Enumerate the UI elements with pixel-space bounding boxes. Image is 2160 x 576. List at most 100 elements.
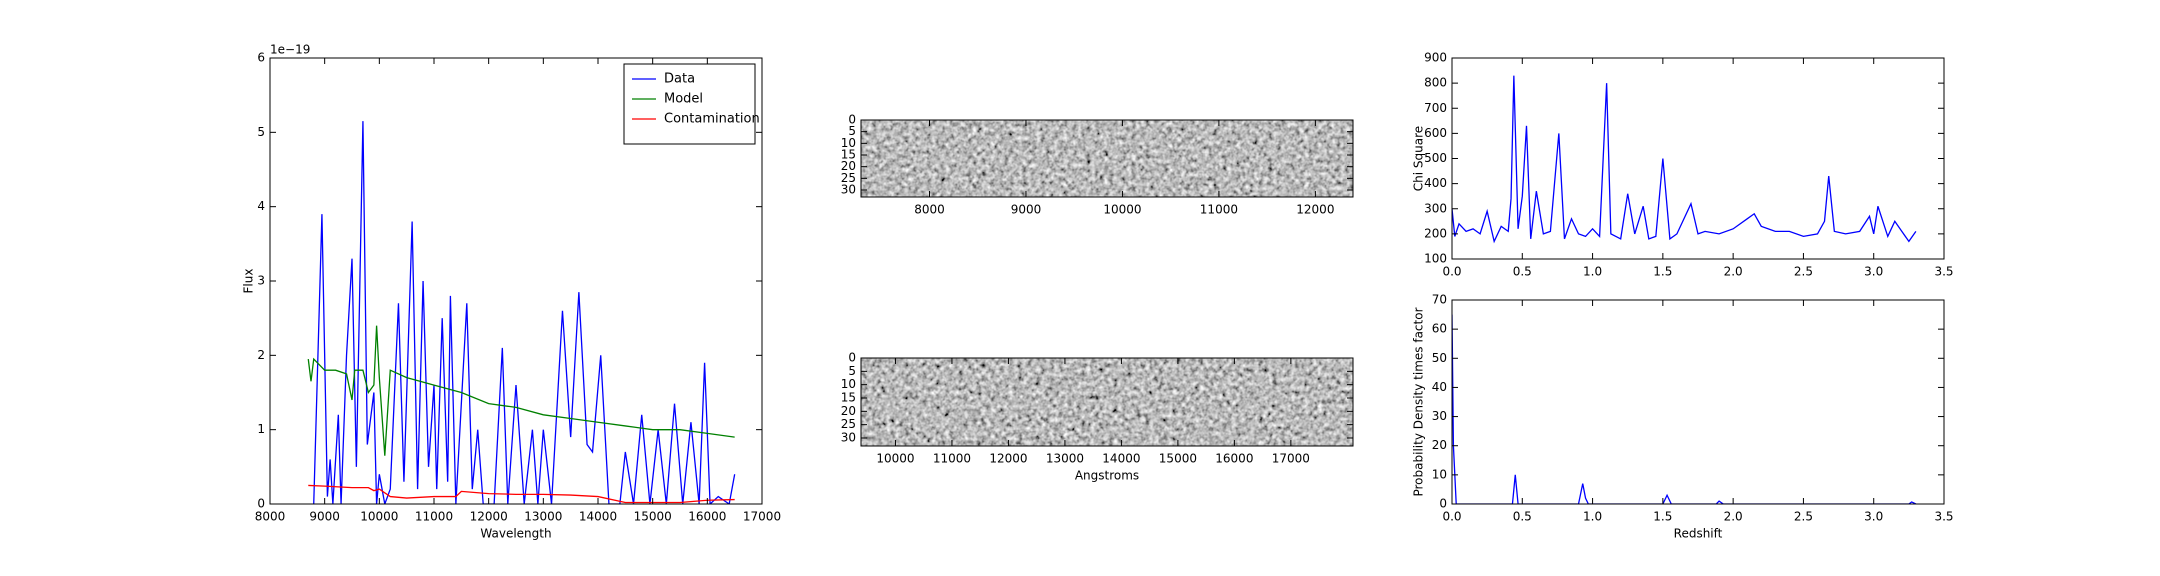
legend-label: Contamination — [664, 112, 760, 127]
x-tick-label: 15000 — [634, 510, 672, 524]
x-tick-label: 0.0 — [1442, 510, 1461, 524]
y-axis-label: Chi Square — [1412, 126, 1426, 191]
plot-area — [861, 120, 1353, 197]
x-tick-label: 13000 — [1046, 452, 1084, 466]
data-line — [313, 121, 736, 504]
x-tick-label: 11000 — [415, 510, 453, 524]
plot-area — [1452, 314, 1917, 504]
data-line — [1452, 75, 1917, 244]
x-tick-label: 10000 — [360, 510, 398, 524]
y-tick-label: 300 — [1424, 201, 1447, 215]
y-tick-label: 100 — [1424, 252, 1447, 266]
y-tick-label: 0 — [1439, 497, 1447, 511]
y-tick-label: 20 — [841, 159, 856, 173]
y-tick-label: 20 — [1432, 438, 1447, 452]
legend-label: Data — [664, 72, 695, 87]
x-tick-label: 12000 — [470, 510, 508, 524]
x-tick-label: 3.0 — [1864, 510, 1883, 524]
y-axis-label: Probability Density times factor — [1412, 307, 1426, 496]
x-tick-label: 14000 — [579, 510, 617, 524]
plot-area — [861, 358, 1353, 446]
x-tick-label: 1.5 — [1653, 510, 1672, 524]
spectrum-image — [861, 120, 1353, 197]
y-tick-label: 5 — [257, 125, 265, 139]
x-tick-label: 3.5 — [1934, 265, 1953, 279]
x-tick-label: 3.0 — [1864, 265, 1883, 279]
axes-frame — [1451, 299, 1945, 505]
x-tick-label: 10000 — [876, 452, 914, 466]
y-tick-label: 60 — [1432, 322, 1447, 336]
legend-box — [623, 63, 756, 145]
y-tick-label: 30 — [841, 431, 856, 445]
x-axis-label: Redshift — [1674, 527, 1723, 541]
x-axis-label: Wavelength — [480, 527, 551, 541]
x-tick-label: 15000 — [1159, 452, 1197, 466]
y-tick-label: 2 — [257, 348, 265, 362]
y-tick-label: 15 — [841, 148, 856, 162]
x-tick-label: 11000 — [1200, 203, 1238, 217]
x-tick-label: 2.0 — [1724, 265, 1743, 279]
x-axis-label: Angstroms — [1075, 469, 1139, 483]
x-tick-label: 2.5 — [1794, 265, 1813, 279]
y-tick-label: 200 — [1424, 226, 1447, 240]
y-axis-label: Flux — [242, 269, 256, 294]
x-tick-label: 17000 — [743, 510, 781, 524]
data-line — [308, 484, 735, 504]
y-tick-label: 0 — [848, 351, 856, 365]
x-tick-label: 8000 — [255, 510, 286, 524]
spectrum-image — [861, 358, 1353, 446]
y-tick-label: 30 — [1432, 409, 1447, 423]
x-tick-label: 13000 — [524, 510, 562, 524]
y-tick-label: 20 — [841, 404, 856, 418]
y-tick-label: 800 — [1424, 76, 1447, 90]
x-tick-label: 0.5 — [1513, 265, 1532, 279]
y-tick-label: 500 — [1424, 151, 1447, 165]
x-tick-label: 16000 — [1215, 452, 1253, 466]
y-tick-label: 700 — [1424, 101, 1447, 115]
offset-label: 1e−19 — [270, 43, 310, 57]
y-tick-label: 5 — [848, 124, 856, 138]
x-tick-label: 1.0 — [1583, 265, 1602, 279]
x-tick-label: 14000 — [1102, 452, 1140, 466]
x-tick-label: 9000 — [1011, 203, 1042, 217]
axes-frame — [860, 357, 1354, 447]
y-tick-label: 40 — [1432, 380, 1447, 394]
plot-area — [307, 121, 736, 504]
y-tick-label: 0 — [257, 497, 265, 511]
x-tick-label: 17000 — [1272, 452, 1310, 466]
x-tick-label: 0.0 — [1442, 265, 1461, 279]
y-tick-label: 10 — [841, 377, 856, 391]
y-tick-label: 25 — [841, 417, 856, 431]
y-tick-label: 4 — [257, 199, 265, 213]
x-tick-label: 8000 — [914, 203, 945, 217]
y-tick-label: 50 — [1432, 351, 1447, 365]
y-tick-label: 6 — [257, 51, 265, 65]
y-tick-label: 5 — [848, 364, 856, 378]
y-tick-label: 15 — [841, 391, 856, 405]
x-tick-label: 10000 — [1103, 203, 1141, 217]
x-tick-label: 9000 — [309, 510, 340, 524]
x-tick-label: 1.5 — [1653, 265, 1672, 279]
data-line — [307, 325, 735, 456]
x-tick-label: 2.0 — [1724, 510, 1743, 524]
legend-label: Model — [664, 92, 703, 107]
y-tick-label: 600 — [1424, 126, 1447, 140]
y-tick-label: 900 — [1424, 51, 1447, 65]
x-tick-label: 12000 — [989, 452, 1027, 466]
y-tick-label: 400 — [1424, 176, 1447, 190]
x-tick-label: 1.0 — [1583, 510, 1602, 524]
y-tick-label: 70 — [1432, 293, 1447, 307]
x-tick-label: 12000 — [1296, 203, 1334, 217]
y-tick-label: 10 — [841, 136, 856, 150]
x-tick-label: 16000 — [688, 510, 726, 524]
y-tick-label: 3 — [257, 274, 265, 288]
y-tick-label: 0 — [848, 113, 856, 127]
y-tick-label: 1 — [257, 422, 265, 436]
x-tick-label: 11000 — [933, 452, 971, 466]
y-tick-label: 25 — [841, 171, 856, 185]
axes-frame — [1451, 57, 1945, 260]
plot-area — [1452, 75, 1917, 244]
x-tick-label: 2.5 — [1794, 510, 1813, 524]
x-tick-label: 0.5 — [1513, 510, 1532, 524]
